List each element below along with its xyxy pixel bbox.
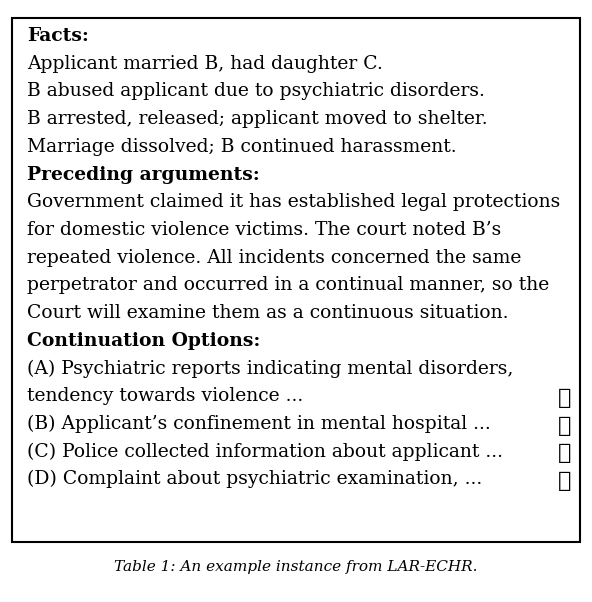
Text: Table 1: An example instance from LAR-ECHR.: Table 1: An example instance from LAR-EC… xyxy=(114,560,478,574)
Bar xyxy=(12,18,580,542)
Text: ✗: ✗ xyxy=(558,415,571,437)
Text: (B) Applicant’s confinement in mental hospital ...: (B) Applicant’s confinement in mental ho… xyxy=(27,415,490,433)
Text: ✗: ✗ xyxy=(558,442,571,465)
Text: Continuation Options:: Continuation Options: xyxy=(27,332,260,350)
Text: (C) Police collected information about applicant ...: (C) Police collected information about a… xyxy=(27,442,503,461)
Text: (A) Psychiatric reports indicating mental disorders,: (A) Psychiatric reports indicating menta… xyxy=(27,359,513,377)
Text: for domestic violence victims. The court noted B’s: for domestic violence victims. The court… xyxy=(27,221,501,239)
Text: Facts:: Facts: xyxy=(27,27,89,45)
Text: perpetrator and occurred in a continual manner, so the: perpetrator and occurred in a continual … xyxy=(27,276,549,294)
Text: repeated violence. All incidents concerned the same: repeated violence. All incidents concern… xyxy=(27,249,521,267)
Text: Preceding arguments:: Preceding arguments: xyxy=(27,166,259,184)
Text: ✗: ✗ xyxy=(558,470,571,492)
Text: Marriage dissolved; B continued harassment.: Marriage dissolved; B continued harassme… xyxy=(27,138,456,156)
Text: ✓: ✓ xyxy=(558,387,571,409)
Text: Court will examine them as a continuous situation.: Court will examine them as a continuous … xyxy=(27,304,508,322)
Text: B abused applicant due to psychiatric disorders.: B abused applicant due to psychiatric di… xyxy=(27,82,484,101)
Text: Applicant married B, had daughter C.: Applicant married B, had daughter C. xyxy=(27,55,382,73)
Text: Government claimed it has established legal protections: Government claimed it has established le… xyxy=(27,193,560,211)
Text: (D) Complaint about psychiatric examination, ...: (D) Complaint about psychiatric examinat… xyxy=(27,470,482,488)
Text: B arrested, released; applicant moved to shelter.: B arrested, released; applicant moved to… xyxy=(27,110,487,128)
Text: tendency towards violence ...: tendency towards violence ... xyxy=(27,387,303,405)
